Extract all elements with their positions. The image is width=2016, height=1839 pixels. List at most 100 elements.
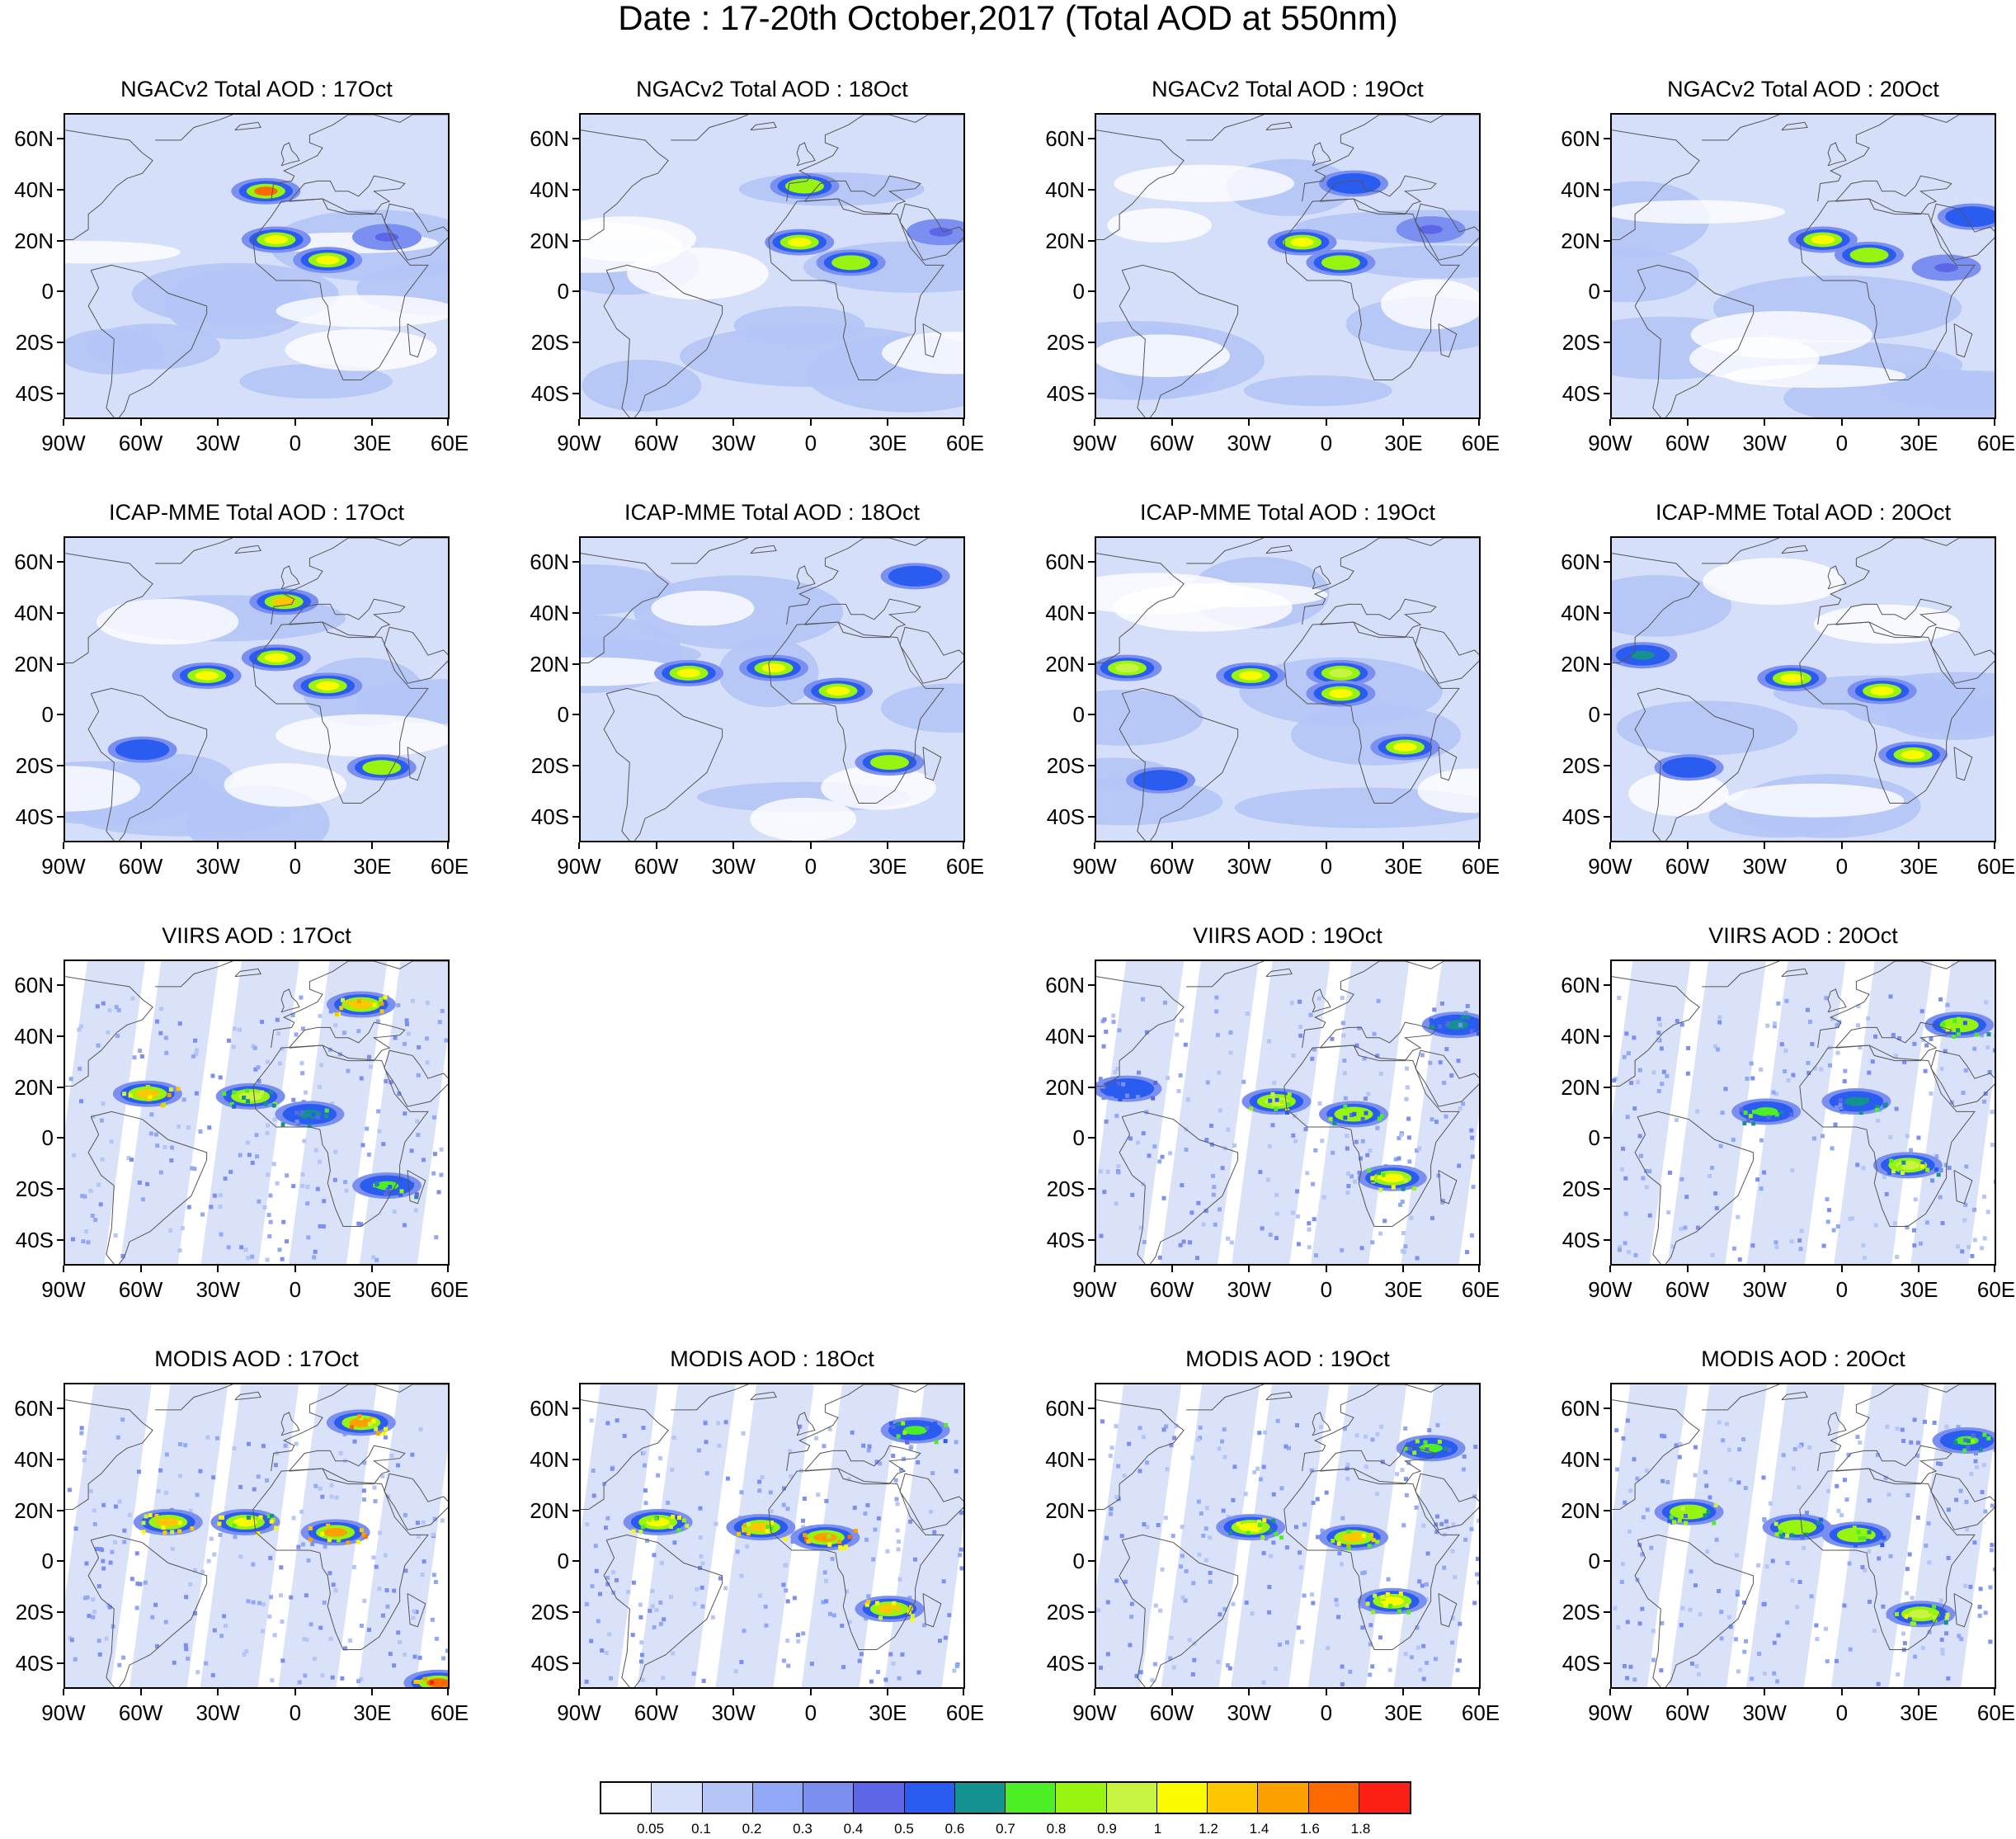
aod-pixel [947, 1613, 952, 1618]
aod-pixel [1346, 1529, 1351, 1534]
aod-pixel [1458, 1621, 1463, 1626]
lat-tick-label: 20N [1561, 228, 1600, 253]
aod-pixel [1163, 1000, 1168, 1005]
lon-tick-label: 60E [430, 431, 469, 455]
aod-pixel [1293, 1139, 1298, 1143]
aod-pixel [1804, 1532, 1809, 1537]
lat-tick-mark [1088, 1086, 1095, 1088]
lat-tick-mark [1604, 765, 1610, 767]
aod-pixel [294, 1119, 299, 1124]
aod-pixel [184, 1595, 189, 1600]
coastline [1320, 598, 1437, 639]
aod-pixel [1137, 1070, 1142, 1075]
aod-pixel [1823, 1626, 1828, 1631]
aod-pixel [180, 1226, 185, 1231]
aod-pixel [1749, 1061, 1754, 1066]
aod-pixel [1816, 1520, 1821, 1525]
aod-pixel [1970, 1253, 1975, 1258]
aod-pixel [1302, 1522, 1307, 1527]
aod-pixel [1444, 1047, 1449, 1052]
lon-tick-mark [1171, 1689, 1173, 1695]
lon-tick-mark [1094, 419, 1095, 426]
aod-plume [1290, 238, 1314, 248]
aod-pixel [1180, 1018, 1185, 1023]
aod-pixel [192, 1611, 197, 1616]
aod-pixel [873, 1527, 878, 1532]
aod-pixel [1945, 1027, 1950, 1032]
aod-pixel [1208, 1535, 1213, 1540]
aod-pixel [1284, 1110, 1289, 1115]
lon-tick-label: 30E [1384, 1700, 1423, 1725]
lat-tick-mark [1604, 239, 1610, 242]
aod-pixel [1218, 1612, 1222, 1617]
lon-tick-label: 0 [804, 1700, 817, 1725]
lat-tick-label: 40N [1561, 1446, 1600, 1472]
aod-clean-area [65, 241, 181, 264]
aod-pixel [1105, 1600, 1110, 1605]
aod-pixel [1379, 1114, 1384, 1119]
aod-pixel [1876, 1118, 1881, 1123]
lon-tick-label: 30E [1384, 854, 1423, 879]
aod-pixel [1704, 1483, 1709, 1488]
aod-pixel [901, 1421, 906, 1426]
lon-tick-label: 60E [1976, 854, 2016, 879]
aod-pixel [765, 1524, 770, 1529]
aod-pixel [107, 1008, 112, 1013]
aod-pixel [1465, 1015, 1470, 1020]
aod-pixel [177, 1529, 182, 1534]
aod-pixel [803, 1533, 808, 1538]
aod-pixel [1886, 1170, 1891, 1175]
coastline [1284, 1468, 1460, 1650]
aod-pixel [362, 1460, 367, 1465]
aod-pixel [1908, 1148, 1913, 1153]
lat-tick-label: 0 [41, 1125, 54, 1151]
aod-pixel [1373, 1593, 1378, 1598]
aod-pixel [1658, 1022, 1663, 1027]
aod-pixel [1966, 1445, 1971, 1450]
aod-pixel [356, 998, 361, 1003]
aod-plume [315, 681, 340, 691]
aod-pixel [1475, 1572, 1479, 1577]
aod-pixel [322, 1199, 327, 1204]
aod-pixel [290, 1012, 295, 1017]
lon-tick-label: 30W [1742, 1277, 1787, 1302]
aod-pixel [101, 1558, 106, 1563]
aod-pixel [1826, 1488, 1831, 1493]
aod-pixel [785, 1599, 790, 1604]
lon-tick-label: 90W [1072, 1700, 1117, 1725]
aod-pixel [1624, 1031, 1629, 1036]
aod-pixel [1762, 1170, 1767, 1175]
aod-pixel [1320, 1528, 1325, 1533]
aod-pixel [958, 1553, 963, 1558]
aod-pixel [268, 1193, 273, 1198]
aod-pixel [351, 1564, 356, 1569]
aod-pixel [648, 1517, 652, 1522]
aod-pixel [658, 1621, 663, 1626]
coastline [1438, 1593, 1458, 1628]
aod-pixel [743, 1523, 748, 1528]
coastline [1702, 961, 1779, 988]
aod-pixel [294, 1032, 299, 1037]
aod-pixel [1994, 1034, 1995, 1039]
coastline [1799, 198, 1976, 380]
aod-pixel [1718, 1143, 1723, 1148]
aod-pixel [746, 1522, 751, 1527]
aod-pixel [1619, 1167, 1624, 1172]
aod-field [1096, 961, 1479, 1264]
aod-pixel [415, 1521, 420, 1525]
aod-pixel [1340, 1681, 1345, 1686]
aod-pixel [1686, 1045, 1691, 1050]
aod-pixel [1625, 1620, 1630, 1624]
aod-pixel [1140, 997, 1145, 1002]
aod-pixel [170, 1145, 175, 1150]
lat-tick-label: 20S [1561, 1176, 1600, 1202]
aod-pixel [266, 1514, 271, 1519]
aod-pixel [1100, 1084, 1105, 1089]
lat-tick-label: 40S [530, 804, 569, 830]
aod-belt [1343, 245, 1479, 279]
aod-pixel [170, 1530, 175, 1535]
aod-pixel [271, 1103, 276, 1108]
aod-pixel [1430, 1215, 1434, 1220]
aod-pixel [700, 1604, 705, 1609]
aod-pixel [1638, 1153, 1643, 1158]
